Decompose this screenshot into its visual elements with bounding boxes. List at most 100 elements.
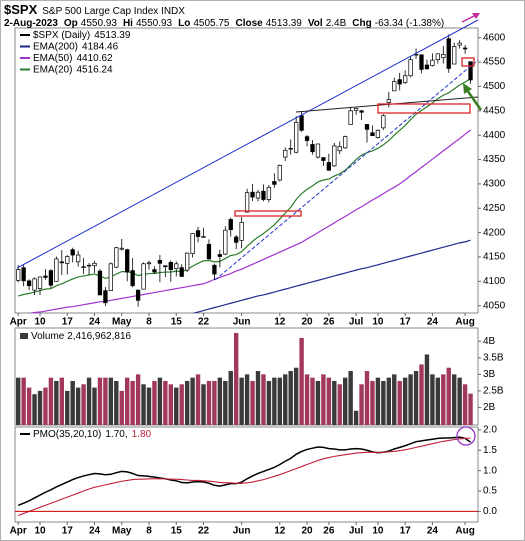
dashed-trendline: [214, 59, 479, 281]
gap-box: [234, 210, 302, 217]
volume-bar: [195, 374, 201, 425]
candle-body: [326, 162, 331, 171]
candle-body: [168, 261, 173, 270]
x-tick-label: 10: [372, 317, 384, 328]
legend-value: 4184.46: [82, 41, 119, 52]
volume-bar: [86, 377, 92, 425]
quote-label: Chg: [352, 18, 371, 29]
candle-body: [125, 249, 130, 273]
candle-body: [65, 256, 70, 264]
candle-body: [424, 64, 430, 70]
legend-entry: EMA(20) 4516.24: [33, 64, 113, 75]
y-tick-label: 2.0: [483, 424, 497, 435]
candle-body: [114, 247, 119, 268]
candle-body: [353, 108, 359, 111]
volume-bar: [81, 384, 86, 425]
volume-bar: [348, 371, 353, 425]
quote-value: 4513.39: [266, 18, 303, 29]
x-tick-label: Apr: [10, 317, 27, 328]
candle-body: [283, 149, 288, 158]
candle-body: [48, 270, 54, 286]
volume-bar: [130, 380, 135, 425]
y-tick-label: 4050: [483, 300, 506, 311]
volume-bar: [419, 364, 424, 425]
candle-body: [294, 122, 299, 153]
x-tick-label: 10: [34, 526, 46, 537]
y-tick-label: 4250: [483, 203, 506, 214]
volume-bar: [97, 377, 103, 425]
candle-body: [92, 262, 97, 267]
candle-body: [430, 59, 435, 66]
quote-label: Vol: [308, 18, 323, 29]
x-tick-label: 22: [198, 526, 210, 537]
indicator-value: 1.70,: [105, 429, 127, 440]
y-tick-label: 4150: [483, 252, 506, 263]
candle-body: [212, 264, 217, 275]
volume-bar: [250, 380, 255, 425]
candle-body: [179, 267, 184, 277]
candle-body: [288, 147, 293, 150]
candle-body: [239, 222, 244, 241]
y-tick-label: 4300: [483, 179, 506, 190]
candle-body: [441, 53, 446, 59]
volume-bar: [163, 380, 168, 425]
quote-value: 2.4B: [326, 18, 347, 29]
volume-bar: [26, 387, 32, 425]
y-tick-label: 1.5: [483, 445, 497, 456]
volume-bar: [435, 377, 441, 425]
x-tick-label: 10: [34, 317, 46, 328]
volume-bar: [59, 377, 64, 425]
ema-line: [191, 239, 471, 313]
x-tick-label: Jun: [233, 526, 251, 537]
volume-bar: [326, 377, 332, 425]
pmo-panel: [14, 426, 479, 523]
volume-bar: [310, 377, 315, 425]
candle-body: [201, 236, 206, 238]
x-tick-label: 24: [427, 317, 439, 328]
candle-body: [54, 258, 59, 282]
x-tick-label: 17: [400, 317, 412, 328]
volume-bar: [190, 377, 195, 425]
legend-value: 4513.39: [94, 30, 131, 41]
legend-value: 4410.62: [76, 53, 113, 64]
candle-body: [97, 270, 103, 296]
x-tick-label: Apr: [10, 526, 27, 537]
candle-body: [266, 186, 272, 200]
x-tick-label: Jul: [349, 526, 364, 537]
candle-body: [70, 249, 75, 256]
candle-body: [299, 115, 304, 131]
date: 2-Aug-2023: [4, 18, 58, 29]
volume-bar: [468, 393, 473, 425]
x-tick-label: 15: [171, 526, 183, 537]
candle-body: [337, 146, 342, 152]
volume-bar: [32, 394, 37, 425]
volume-bar: [337, 384, 342, 425]
y-tick-label: 4600: [483, 32, 506, 43]
quote-label: Hi: [123, 18, 133, 29]
candle-body: [452, 46, 457, 65]
candle-body: [43, 275, 48, 278]
quote-label: Op: [64, 18, 78, 29]
header-title: $SPX S&P 500 Large Cap Index INDX: [4, 2, 185, 17]
candle-body: [234, 236, 239, 243]
ema-line: [28, 129, 471, 313]
volume-bar: [174, 387, 179, 425]
x-tick-label: Aug: [455, 317, 474, 328]
candle-body: [244, 192, 250, 213]
volume-bar: [359, 384, 364, 425]
candle-body: [348, 110, 353, 125]
candle-body: [462, 47, 468, 50]
volume-bar: [299, 337, 304, 425]
legend-swatch: [20, 333, 28, 339]
candle-body: [408, 59, 413, 77]
candle-body: [141, 263, 146, 290]
candle-body: [381, 115, 386, 129]
volume-bar: [114, 380, 119, 425]
candle-body: [370, 132, 375, 137]
candle-body: [174, 263, 179, 270]
x-tick-label: 17: [62, 526, 74, 537]
volume-bar: [184, 380, 190, 425]
x-tick-label: 17: [400, 526, 412, 537]
volume-bar: [441, 374, 446, 425]
volume-bar: [54, 380, 59, 425]
